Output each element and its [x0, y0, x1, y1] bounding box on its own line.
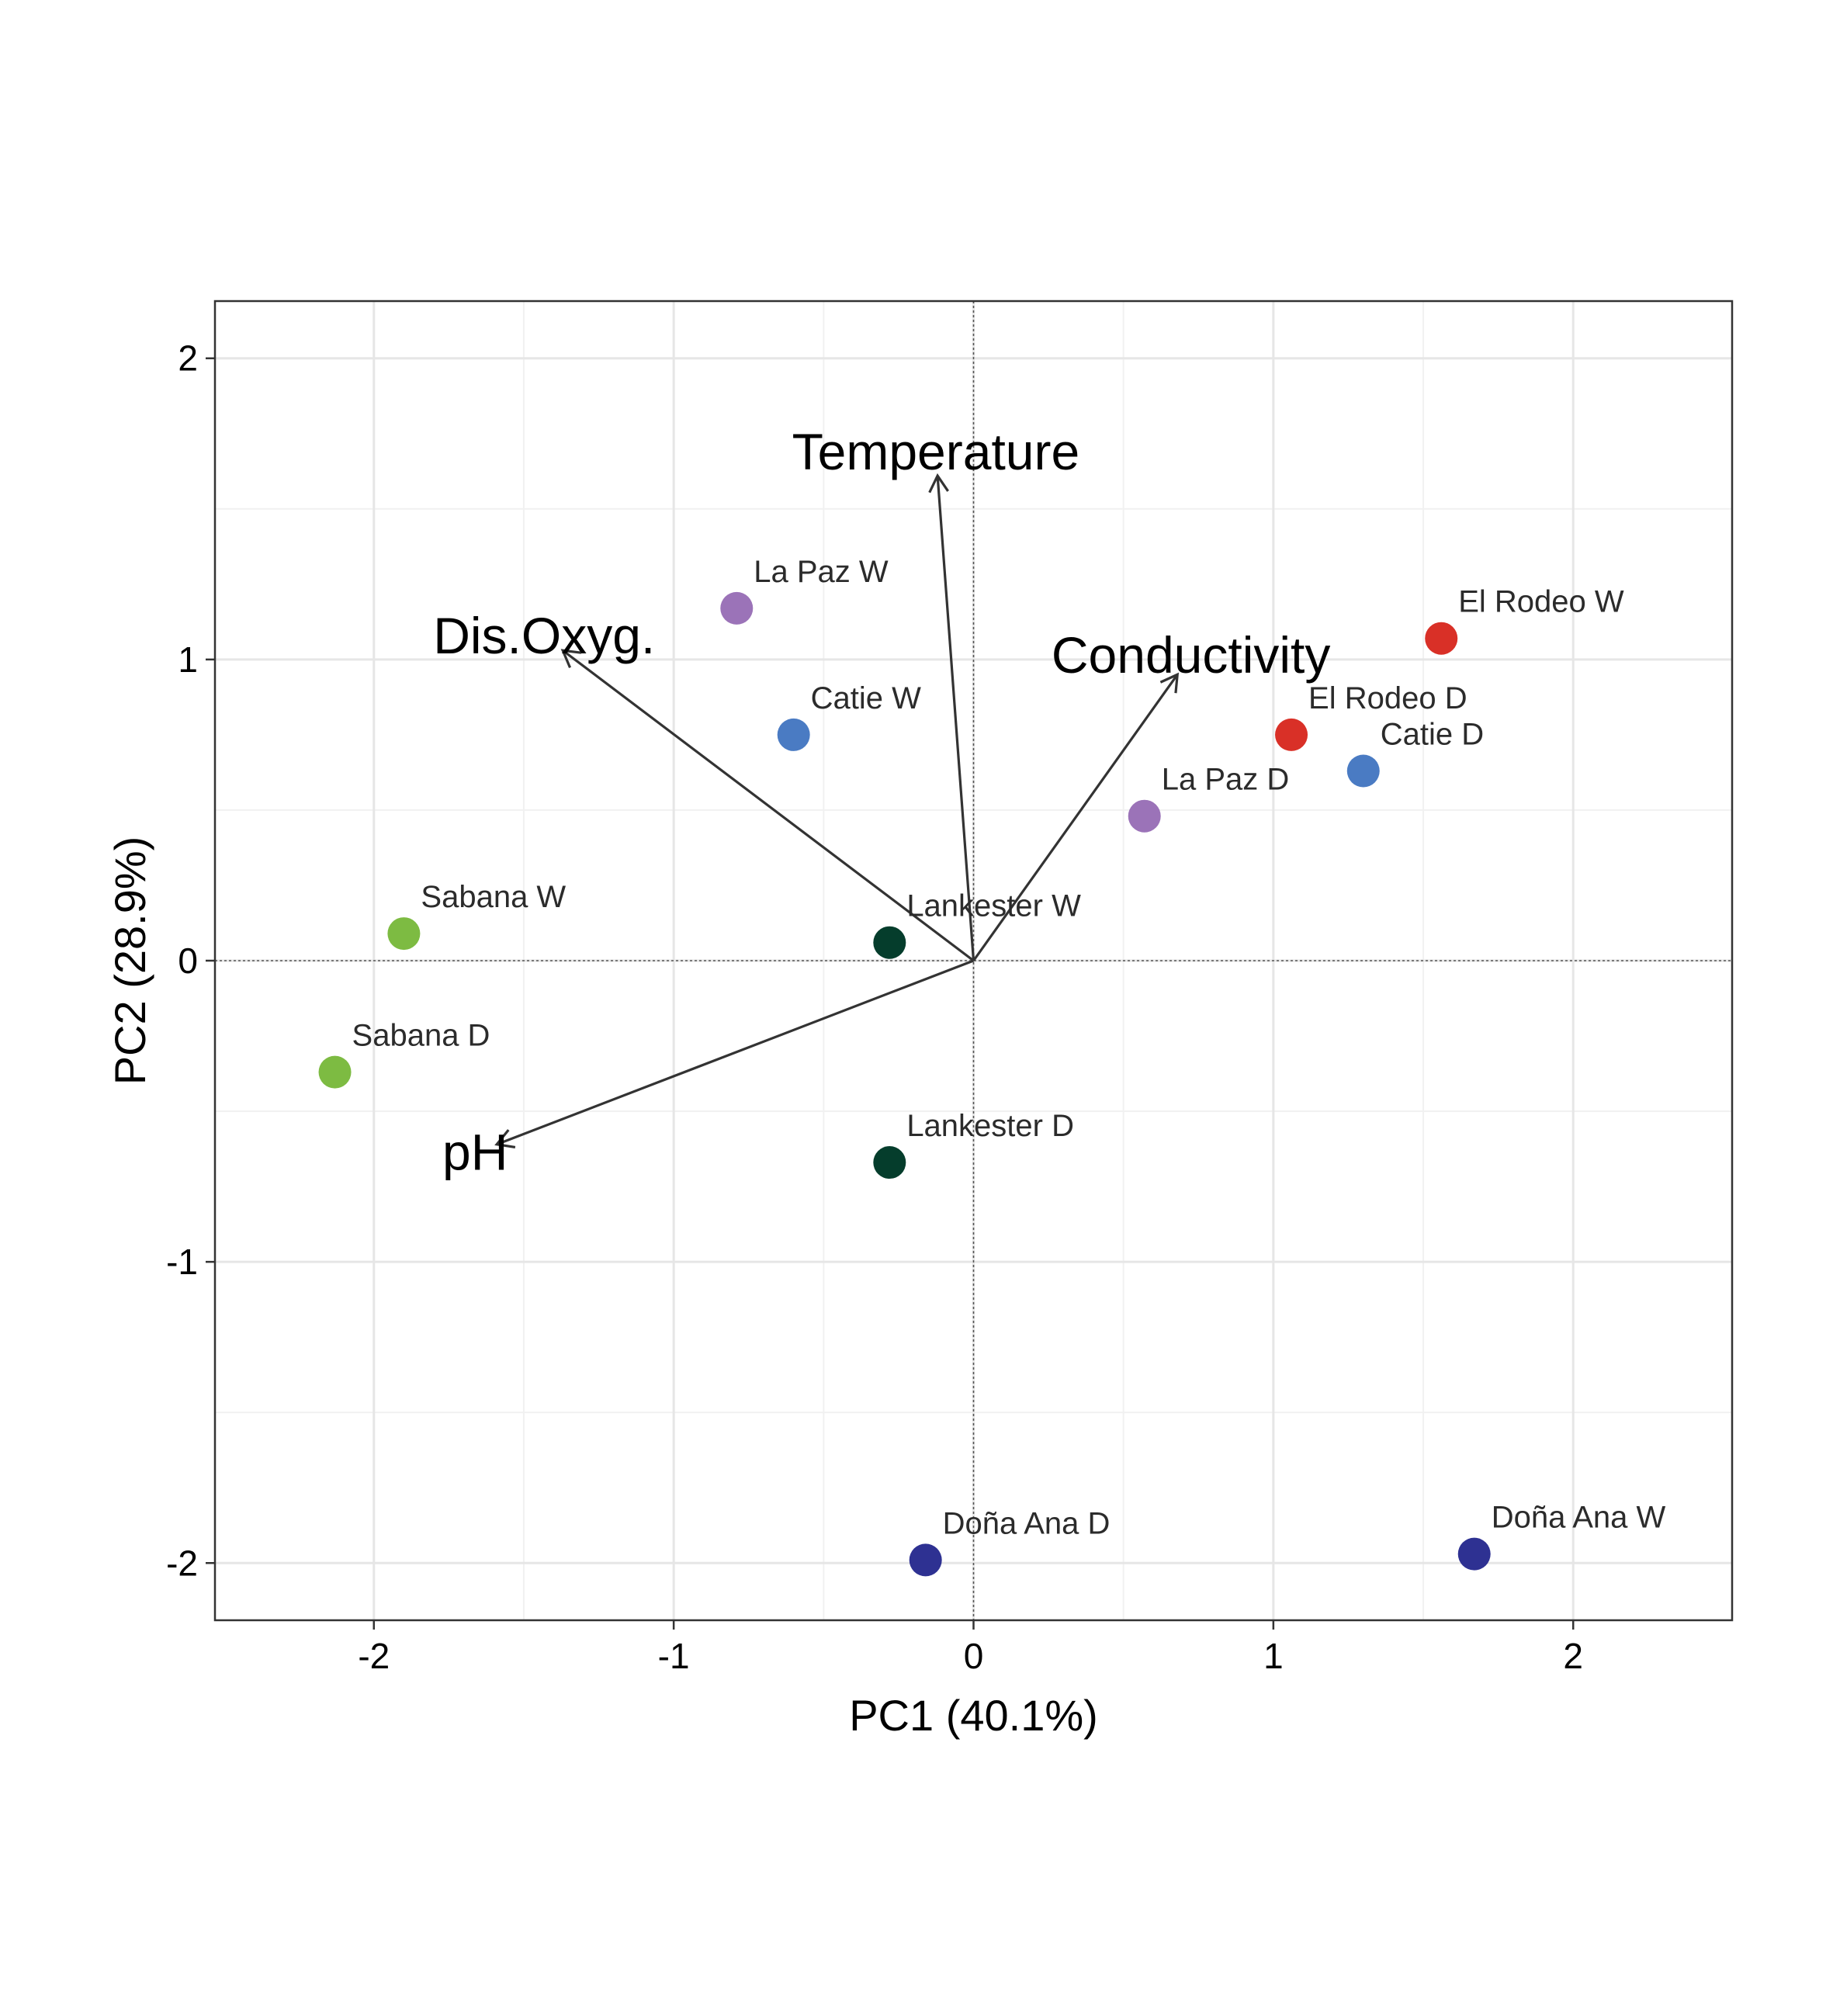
- point-catie-w: [777, 718, 810, 751]
- y-tick-label: -1: [166, 1242, 198, 1282]
- point-la-paz-w: [720, 591, 754, 625]
- data-points: [318, 591, 1491, 1577]
- loading-arrows: [494, 473, 1180, 1149]
- loading-label-ph: pH: [442, 1124, 508, 1181]
- loading-arrow-temperature-head: [928, 473, 949, 494]
- loading-label-dis-oxyg: Dis.Oxyg.: [433, 607, 655, 664]
- y-axis-title: PC2 (28.9%): [106, 837, 154, 1086]
- point-el-rodeo-d: [1275, 718, 1308, 751]
- x-tick-label: 1: [1263, 1636, 1284, 1676]
- point-label-lankester-w: Lankester W: [906, 889, 1081, 923]
- y-tick-label: -2: [166, 1543, 198, 1583]
- loading-arrow-conductivity: [972, 674, 1179, 961]
- loading-label-conductivity: Conductivity: [1052, 626, 1331, 684]
- x-axis-title: PC1 (40.1%): [849, 1691, 1098, 1740]
- y-tick-label: 0: [178, 940, 198, 981]
- point-label-el-rodeo-d: El Rodeo D: [1308, 681, 1467, 715]
- loading-arrow-ph-head: [494, 1129, 516, 1149]
- loading-arrow-ph: [496, 959, 975, 1146]
- point-label-catie-w: Catie W: [811, 681, 921, 715]
- loading-labels: Temperature Dis.Oxyg. Conductivity pH: [433, 423, 1330, 1180]
- point-sabana-d: [318, 1055, 352, 1089]
- y-tick-label: 2: [178, 338, 198, 379]
- point-label-la-paz-w: La Paz W: [754, 555, 889, 589]
- loading-arrow-dis-oxyg-head: [560, 649, 582, 668]
- point-sabana-w: [387, 917, 421, 951]
- point-label-dona-ana-w: Doña Ana W: [1492, 1501, 1666, 1535]
- point-label-dona-ana-d: Doña Ana D: [943, 1506, 1111, 1540]
- point-label-catie-d: Catie D: [1381, 717, 1484, 751]
- point-lankester-w: [873, 926, 906, 959]
- loading-arrow-dis-oxyg: [562, 649, 975, 962]
- loading-arrow-conductivity-head: [1159, 672, 1180, 694]
- y-tick-label: 1: [178, 639, 198, 680]
- x-tick-label: -1: [658, 1636, 690, 1676]
- x-tick-label: 2: [1563, 1636, 1583, 1676]
- axes: -2 -1 0 1 2 -2 -1 0 1 2: [166, 338, 1583, 1676]
- loading-label-temperature: Temperature: [792, 423, 1080, 480]
- point-label-el-rodeo-w: El Rodeo W: [1458, 585, 1624, 619]
- point-dona-ana-d: [909, 1543, 942, 1577]
- point-el-rodeo-w: [1425, 622, 1458, 655]
- point-dona-ana-w: [1457, 1537, 1491, 1571]
- loading-arrow-temperature: [936, 475, 975, 961]
- point-lankester-d: [873, 1146, 906, 1179]
- x-tick-label: -2: [358, 1636, 390, 1676]
- point-label-lankester-d: Lankester D: [906, 1109, 1074, 1143]
- point-label-sabana-d: Sabana D: [352, 1019, 490, 1053]
- point-catie-d: [1346, 754, 1380, 788]
- x-tick-label: 0: [964, 1636, 984, 1676]
- point-label-la-paz-d: La Paz D: [1162, 763, 1290, 797]
- point-la-paz-d: [1128, 799, 1161, 833]
- point-label-sabana-w: Sabana W: [421, 880, 566, 914]
- zero-lines: [215, 301, 1732, 1620]
